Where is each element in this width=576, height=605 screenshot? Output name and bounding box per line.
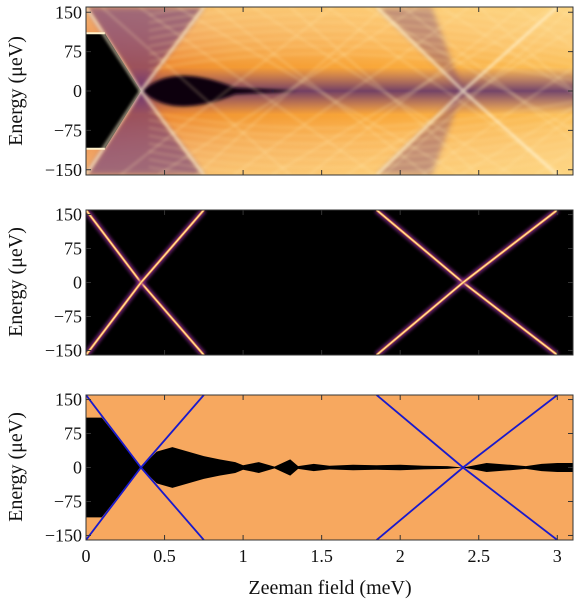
texture-line bbox=[515, 7, 573, 49]
ytick-label: −75 bbox=[54, 120, 82, 140]
crossing-line bbox=[86, 90, 142, 175]
arc-upper bbox=[148, 53, 573, 82]
arc-lower bbox=[148, 124, 573, 153]
arc-lower bbox=[148, 116, 573, 145]
panel-top: 150 75 0 −75 −150 bbox=[45, 2, 574, 180]
texture-line bbox=[157, 7, 418, 175]
texture-line bbox=[402, 7, 573, 143]
boundary-line bbox=[376, 395, 558, 540]
top-features bbox=[86, 7, 573, 175]
xtick-label: 2 bbox=[396, 546, 405, 566]
xtick-label: 1.5 bbox=[310, 546, 333, 566]
texture-line bbox=[308, 7, 522, 175]
gap-area bbox=[86, 417, 573, 518]
ytick-label: −150 bbox=[45, 525, 82, 545]
texture-line bbox=[497, 114, 573, 175]
arc-lower bbox=[148, 132, 573, 161]
ytick-label: 150 bbox=[55, 2, 82, 22]
ytick-label: 0 bbox=[73, 273, 82, 293]
xtick-label: 0 bbox=[82, 546, 91, 566]
bottom-ylabel: Energy (μeV) bbox=[5, 412, 27, 522]
level-line-core bbox=[376, 210, 558, 355]
left-wedge bbox=[86, 7, 204, 175]
texture-line bbox=[365, 7, 573, 132]
texture-line bbox=[138, 7, 376, 175]
arc-upper bbox=[148, 29, 573, 58]
arc-lower bbox=[148, 140, 573, 169]
middle-features bbox=[86, 210, 560, 355]
middle-background bbox=[86, 210, 573, 355]
ytick-label: 75 bbox=[64, 42, 82, 62]
ytick-label: 150 bbox=[55, 205, 82, 225]
texture-line bbox=[252, 7, 513, 175]
arc-upper bbox=[148, 7, 573, 27]
ytick-label: 0 bbox=[73, 81, 82, 101]
ytick-label: 75 bbox=[64, 239, 82, 259]
arc-upper bbox=[148, 13, 573, 42]
ytick-label: −150 bbox=[45, 340, 82, 360]
crossing-line bbox=[86, 7, 142, 92]
panel-middle: 150 75 0 −75 −150 bbox=[45, 205, 574, 360]
texture-line bbox=[120, 7, 334, 175]
arc-upper bbox=[148, 21, 573, 50]
arc-upper bbox=[148, 37, 573, 66]
texture-line bbox=[459, 106, 573, 175]
right-wedge bbox=[376, 7, 464, 175]
xtick-label: 1 bbox=[239, 546, 248, 566]
gap-region bbox=[86, 33, 141, 149]
xtick-label: 2.5 bbox=[467, 546, 490, 566]
ytick-label: −75 bbox=[54, 491, 82, 511]
xtick-label: 0.5 bbox=[153, 546, 176, 566]
texture-line bbox=[421, 66, 573, 175]
crossing-line bbox=[462, 7, 559, 92]
arc-upper bbox=[148, 45, 573, 74]
arc-lower bbox=[148, 100, 573, 129]
middle-axes: 150 75 0 −75 −150 bbox=[45, 205, 573, 360]
texture-line bbox=[478, 7, 573, 93]
bottom-xlabel: Zeeman field (meV) bbox=[248, 577, 411, 599]
texture-line bbox=[346, 27, 573, 175]
crossing-line bbox=[140, 7, 205, 92]
texture-line bbox=[289, 7, 480, 175]
middle-ylabel: Energy (μeV) bbox=[5, 227, 27, 337]
ytick-label: −75 bbox=[54, 306, 82, 326]
boundary-line bbox=[86, 395, 205, 540]
ytick-label: −150 bbox=[45, 160, 82, 180]
arc-lower bbox=[148, 108, 573, 137]
arc-lower bbox=[148, 155, 573, 175]
crossing-line bbox=[462, 90, 559, 175]
ytick-label: 0 bbox=[73, 458, 82, 478]
crossing-line bbox=[140, 90, 205, 175]
texture-line bbox=[270, 7, 555, 175]
ytick-label: 75 bbox=[64, 424, 82, 444]
crossing-line bbox=[375, 7, 464, 92]
texture-line bbox=[101, 7, 291, 175]
lens-region bbox=[142, 75, 299, 107]
texture-line bbox=[214, 7, 428, 175]
xtick-label: 3 bbox=[553, 546, 562, 566]
level-line-core bbox=[86, 210, 205, 355]
top-axes: 150 75 0 −75 −150 bbox=[45, 2, 573, 180]
top-ylabel: Energy (μeV) bbox=[5, 36, 27, 146]
ytick-label: 150 bbox=[55, 390, 82, 410]
bottom-features bbox=[86, 395, 573, 540]
crossing-line bbox=[375, 90, 464, 175]
